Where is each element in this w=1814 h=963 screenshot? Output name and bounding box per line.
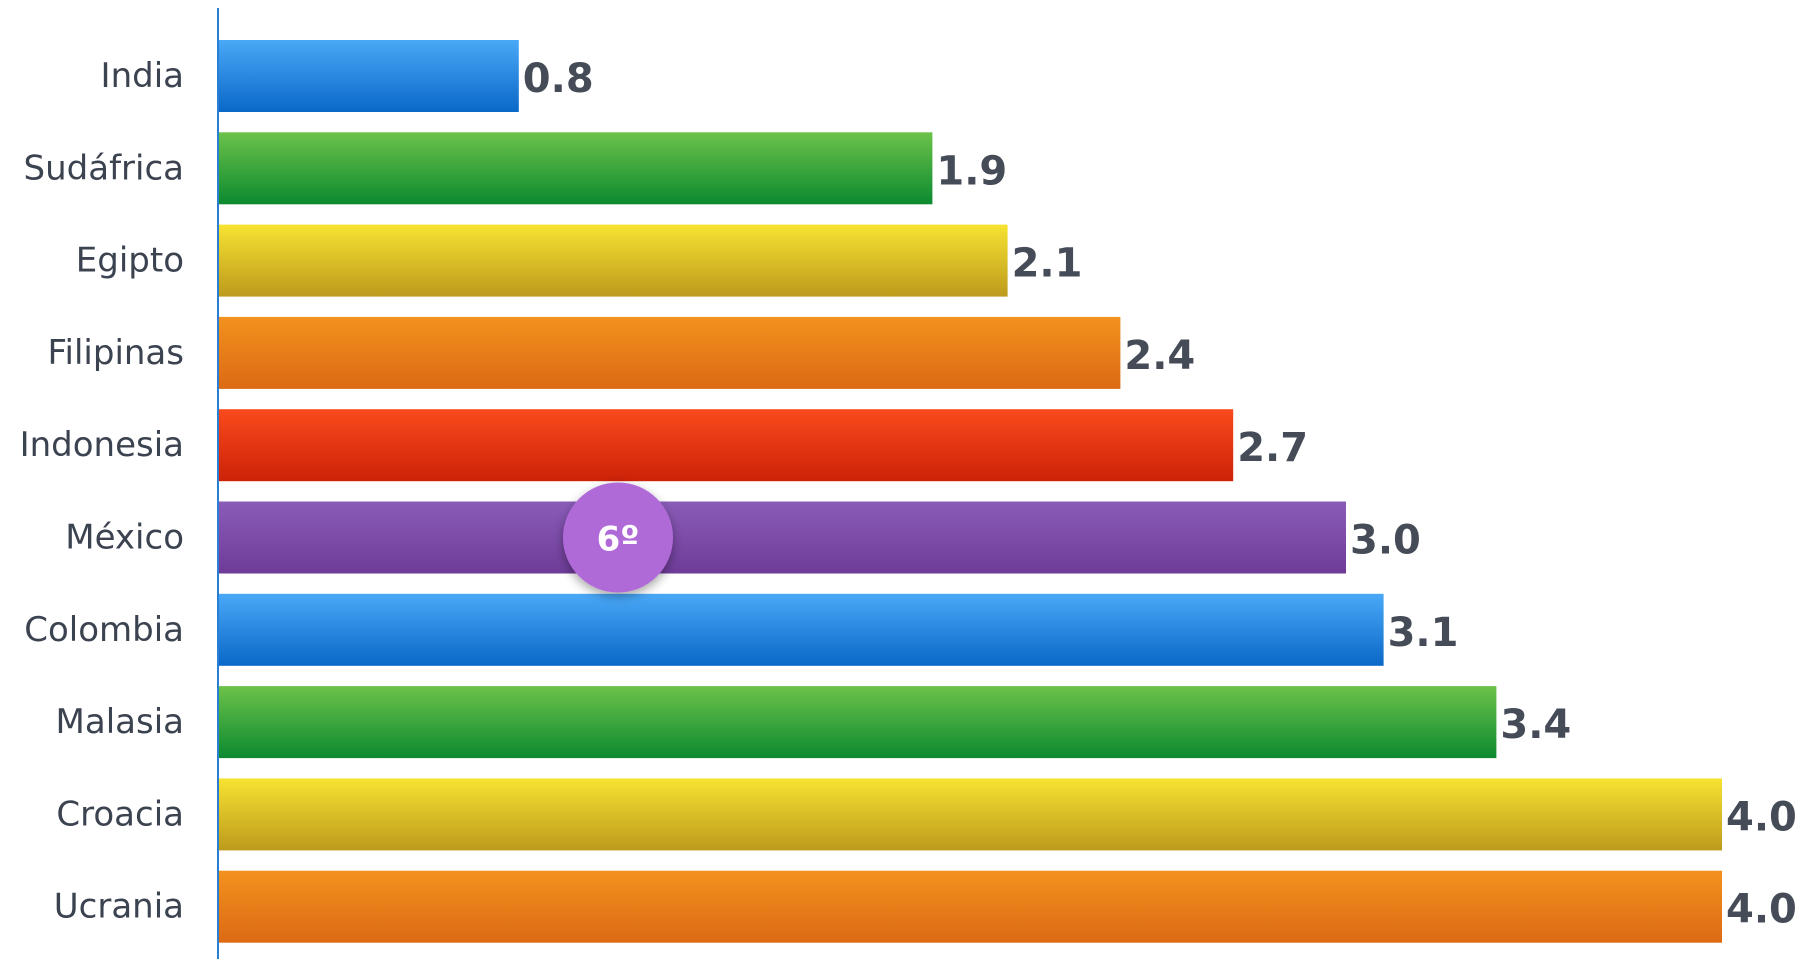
- value-label-mexico: 3.0: [1350, 518, 1421, 564]
- category-label-egipto: Egipto: [76, 241, 184, 281]
- category-label-indonesia: Indonesia: [20, 425, 184, 465]
- value-label-malasia: 3.4: [1500, 702, 1571, 748]
- bar-malasia: [218, 686, 1497, 759]
- bar-sudafrica: [218, 132, 933, 205]
- category-label-croacia: Croacia: [56, 794, 184, 834]
- bar-egipto: [218, 224, 1008, 297]
- category-label-filipinas: Filipinas: [47, 333, 184, 373]
- value-label-egipto: 2.1: [1012, 241, 1083, 287]
- rank-badge-label: 6º: [597, 520, 640, 560]
- value-label-ucrania: 4.0: [1726, 887, 1797, 933]
- bar-filipinas: [218, 316, 1121, 389]
- category-label-ucrania: Ucrania: [54, 887, 184, 927]
- category-label-sudafrica: Sudáfrica: [24, 148, 184, 188]
- category-label-mexico: México: [65, 518, 184, 558]
- value-label-india: 0.8: [523, 56, 594, 102]
- value-label-sudafrica: 1.9: [936, 148, 1007, 194]
- category-label-colombia: Colombia: [24, 610, 184, 650]
- bar-ucrania: [218, 870, 1722, 943]
- bar-croacia: [218, 778, 1722, 851]
- value-label-indonesia: 2.7: [1237, 425, 1308, 471]
- bar-indonesia: [218, 409, 1234, 482]
- value-label-croacia: 4.0: [1726, 794, 1797, 840]
- value-label-colombia: 3.1: [1388, 610, 1459, 656]
- value-label-filipinas: 2.4: [1124, 333, 1195, 379]
- bar-mexico: [218, 501, 1346, 574]
- category-label-malasia: Malasia: [56, 702, 184, 742]
- category-label-india: India: [101, 56, 184, 96]
- bar-india: [218, 40, 519, 112]
- bar-colombia: [218, 593, 1384, 666]
- rank-badge: [563, 482, 673, 593]
